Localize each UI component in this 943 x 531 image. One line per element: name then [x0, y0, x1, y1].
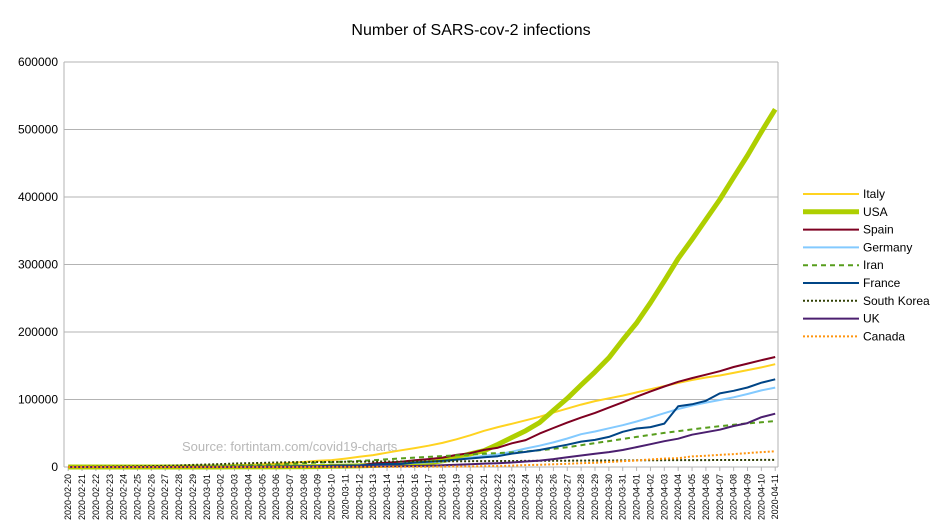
x-tick-label: 2020-04-11	[770, 474, 780, 519]
y-axis: 0 100000 200000 300000 400000 500000 600000	[18, 55, 58, 474]
legend-label-italy: Italy	[863, 187, 885, 201]
series-line-south-korea	[68, 458, 776, 468]
x-tick-label: 2020-04-08	[729, 474, 739, 520]
series-lines	[68, 107, 778, 470]
x-tick-label: 2020-02-20	[63, 474, 73, 520]
x-tick-label: 2020-02-26	[146, 474, 156, 520]
x-tick-label: 2020-04-03	[659, 474, 669, 520]
legend-label-spain: Spain	[863, 223, 894, 237]
x-tick-label: 2020-03-20	[465, 474, 475, 520]
x-tick-label: 2020-02-21	[77, 474, 87, 520]
x-tick-label: 2020-03-30	[604, 474, 614, 520]
x-tick-label: 2020-03-07	[285, 474, 295, 520]
y-tick-label: 300000	[18, 258, 58, 272]
x-tick-label: 2020-03-11	[340, 474, 350, 519]
x-tick-label: 2020-03-08	[299, 474, 309, 520]
series-line-canada	[68, 450, 776, 468]
x-tick-label: 2020-04-01	[632, 474, 642, 520]
y-tick-label: 500000	[18, 123, 58, 137]
x-tick-label: 2020-02-25	[132, 474, 142, 520]
series-line-france	[68, 378, 776, 468]
y-tick-label: 400000	[18, 190, 58, 204]
x-tick-label: 2020-03-10	[327, 474, 337, 520]
legend: Italy USA Spain Germany Iran France South Kore…	[803, 187, 930, 343]
x-tick-label: 2020-03-22	[493, 474, 503, 520]
x-tick-label: 2020-03-03	[230, 474, 240, 520]
x-tick-label: 2020-04-09	[742, 474, 752, 520]
x-tick-label: 2020-03-19	[451, 474, 461, 520]
x-tick-label: 2020-04-04	[673, 474, 683, 520]
legend-label-iran: Iran	[863, 258, 884, 272]
legend-label-usa: USA	[863, 205, 888, 219]
x-tick-label: 2020-03-24	[521, 474, 531, 520]
legend-label-canada: Canada	[863, 329, 905, 343]
legend-label-south-korea: South Korea	[863, 294, 930, 308]
x-tick-label: 2020-04-02	[645, 474, 655, 520]
x-tick-label: 2020-03-31	[618, 474, 628, 520]
series-line-italy	[68, 363, 776, 468]
y-tick-label: 200000	[18, 325, 58, 339]
x-tick-label: 2020-03-15	[396, 474, 406, 520]
x-tick-label: 2020-03-23	[507, 474, 517, 520]
x-tick-label: 2020-03-13	[368, 474, 378, 520]
x-tick-label: 2020-03-01	[202, 474, 212, 520]
x-tick-label: 2020-02-29	[188, 474, 198, 520]
x-tick-label: 2020-03-17	[424, 474, 434, 520]
x-tick-label: 2020-03-02	[216, 474, 226, 520]
x-tick-label: 2020-04-10	[756, 474, 766, 520]
x-tick-label: 2020-03-18	[437, 474, 447, 520]
x-tick-label: 2020-02-23	[105, 474, 115, 520]
x-tick-label: 2020-03-28	[576, 474, 586, 520]
gridlines	[63, 61, 779, 468]
chart-title: Number of SARS-cov-2 infections	[351, 22, 590, 39]
x-tick-label: 2020-03-26	[548, 474, 558, 520]
x-tick-label: 2020-03-27	[562, 474, 572, 520]
x-tick-label: 2020-02-27	[160, 474, 170, 520]
x-tick-label: 2020-02-22	[91, 474, 101, 520]
x-tick-label: 2020-03-12	[354, 474, 364, 520]
x-axis: 2020-02-20 2020-02-21 2020-02-22 2020-02-23…	[63, 467, 780, 520]
x-tick-label: 2020-03-21	[479, 474, 489, 520]
legend-label-germany: Germany	[863, 240, 912, 254]
y-tick-label: 100000	[18, 393, 58, 407]
y-tick-label: 0	[51, 460, 58, 474]
x-tick-label: 2020-04-06	[701, 474, 711, 520]
legend-label-uk: UK	[863, 312, 880, 326]
source-watermark: Source: fortintam.com/covid19-charts	[182, 439, 398, 454]
x-tick-label: 2020-03-04	[243, 474, 253, 520]
x-tick-label: 2020-03-29	[590, 474, 600, 520]
x-tick-label: 2020-03-05	[257, 474, 267, 520]
x-tick-label: 2020-03-16	[410, 474, 420, 520]
series-line-usa	[68, 107, 778, 470]
x-tick-label: 2020-02-24	[119, 474, 129, 520]
x-tick-label: 2020-02-28	[174, 474, 184, 520]
x-tick-label: 2020-03-14	[382, 474, 392, 520]
x-tick-label: 2020-03-25	[535, 474, 545, 520]
x-tick-label: 2020-04-07	[715, 474, 725, 520]
x-tick-label: 2020-03-06	[271, 474, 281, 520]
x-tick-label: 2020-03-09	[313, 474, 323, 520]
legend-label-france: France	[863, 276, 901, 290]
y-tick-label: 600000	[18, 55, 58, 69]
x-tick-label: 2020-04-05	[687, 474, 697, 520]
